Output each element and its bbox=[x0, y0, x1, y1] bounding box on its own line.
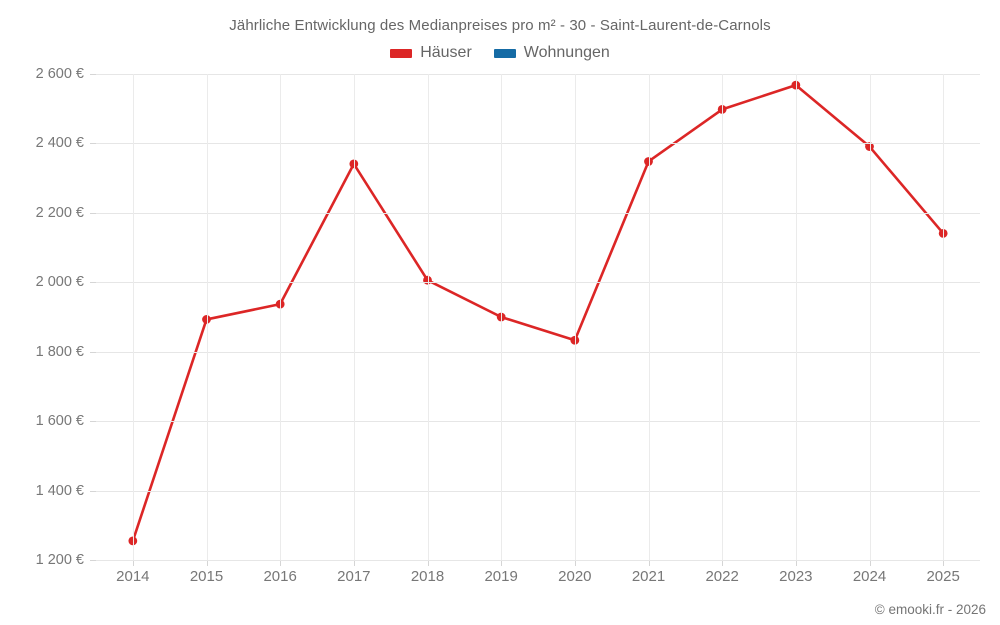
x-tick-label: 2018 bbox=[410, 568, 445, 585]
gridline-horizontal bbox=[96, 421, 980, 423]
x-tick-mark bbox=[132, 560, 134, 566]
y-tick-label: 2 000 € bbox=[35, 274, 84, 291]
gridline-horizontal bbox=[96, 143, 980, 145]
gridline-vertical bbox=[574, 74, 576, 560]
y-tick-mark bbox=[90, 351, 96, 353]
y-tick-mark bbox=[90, 143, 96, 145]
x-tick-label: 2015 bbox=[189, 568, 224, 585]
y-tick-label: 1 800 € bbox=[35, 343, 84, 360]
gridline-vertical bbox=[869, 74, 871, 560]
plot-area bbox=[96, 74, 980, 561]
y-tick-label: 1 400 € bbox=[35, 482, 84, 499]
y-tick-label: 2 200 € bbox=[35, 204, 84, 221]
chart-title: Jährliche Entwicklung des Medianpreises … bbox=[229, 17, 771, 34]
x-tick-label: 2021 bbox=[631, 568, 666, 585]
legend-label: Wohnungen bbox=[523, 44, 610, 61]
x-tick-mark bbox=[943, 560, 945, 566]
gridline-horizontal bbox=[96, 74, 980, 75]
chart-legend: Häuser Wohnungen bbox=[0, 44, 1000, 62]
gridline-vertical bbox=[501, 74, 503, 560]
legend-item-1[interactable]: Häuser bbox=[390, 44, 472, 62]
x-tick-label: 2019 bbox=[484, 568, 518, 585]
gridline-vertical bbox=[353, 74, 355, 560]
gridline-vertical bbox=[427, 74, 429, 560]
legend-item-2[interactable]: Wohnungen bbox=[493, 44, 610, 62]
gridline-horizontal bbox=[96, 490, 980, 492]
x-tick-mark bbox=[206, 560, 208, 566]
gridline-vertical bbox=[648, 74, 650, 560]
x-tick-mark bbox=[280, 560, 282, 566]
x-tick-mark bbox=[574, 560, 576, 566]
y-tick-label: 1 600 € bbox=[35, 413, 84, 430]
x-tick-mark bbox=[501, 560, 503, 566]
x-tick-label: 2024 bbox=[852, 568, 887, 585]
x-tick-label: 2017 bbox=[337, 568, 371, 585]
y-tick-mark bbox=[90, 490, 96, 492]
y-tick-mark bbox=[90, 212, 96, 214]
x-tick-label: 2023 bbox=[779, 568, 813, 585]
gridline-horizontal bbox=[96, 212, 980, 214]
legend-label: Häuser bbox=[420, 44, 472, 61]
credit-text: © emooki.fr - 2026 bbox=[874, 602, 986, 617]
y-tick-label: 1 200 € bbox=[35, 552, 84, 568]
x-tick-mark bbox=[869, 560, 871, 566]
y-tick-mark bbox=[90, 282, 96, 284]
gridline-vertical bbox=[943, 74, 945, 560]
x-tick-label: 2020 bbox=[558, 568, 592, 585]
x-tick-mark bbox=[353, 560, 355, 566]
data-point[interactable] bbox=[644, 157, 653, 166]
gridline-horizontal bbox=[96, 560, 980, 561]
gridline-vertical bbox=[206, 74, 208, 560]
x-tick-label: 2016 bbox=[263, 568, 297, 585]
gridline-vertical bbox=[722, 74, 724, 560]
x-tick-mark bbox=[427, 560, 429, 566]
legend-swatch-icon bbox=[390, 48, 413, 58]
y-tick-label: 2 600 € bbox=[35, 66, 84, 82]
y-tick-label: 2 400 € bbox=[35, 135, 84, 152]
y-tick-mark bbox=[90, 560, 96, 561]
gridline-vertical bbox=[280, 74, 282, 560]
x-tick-label: 2014 bbox=[116, 568, 150, 585]
gridline-vertical bbox=[132, 74, 134, 560]
gridline-vertical bbox=[795, 74, 797, 560]
legend-swatch-icon bbox=[493, 48, 516, 58]
x-tick-label: 2022 bbox=[705, 568, 739, 585]
x-tick-mark bbox=[722, 560, 724, 566]
gridline-horizontal bbox=[96, 282, 980, 284]
y-tick-mark bbox=[90, 421, 96, 423]
x-tick-mark bbox=[648, 560, 650, 566]
x-tick-label: 2025 bbox=[926, 568, 960, 585]
y-tick-mark bbox=[90, 74, 96, 75]
gridline-horizontal bbox=[96, 351, 980, 353]
series-line-1 bbox=[131, 83, 945, 543]
x-tick-mark bbox=[795, 560, 797, 566]
series-layer bbox=[128, 80, 948, 546]
